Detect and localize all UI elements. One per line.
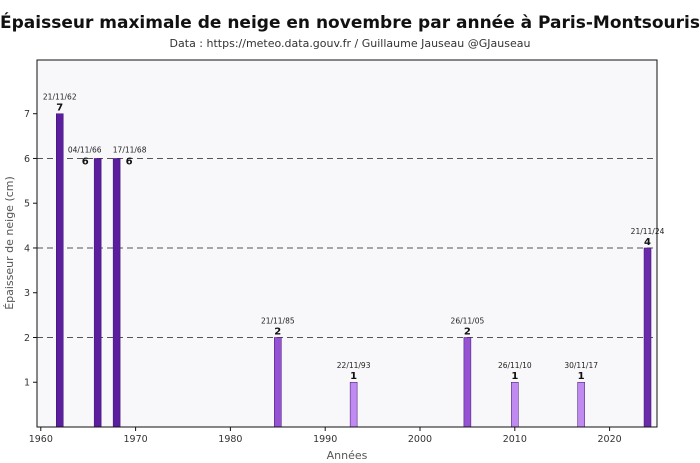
date-label: 21/11/85 [261, 316, 295, 325]
date-label: 26/11/05 [451, 316, 485, 325]
date-label: 17/11/68 [113, 145, 147, 154]
x-tick-label: 1990 [313, 434, 337, 445]
bar-2024 [643, 247, 652, 428]
y-tick-label: 5 [24, 199, 30, 210]
bar-2005 [463, 337, 472, 428]
value-label: 6 [82, 156, 89, 167]
value-label: 4 [644, 237, 651, 248]
bar-2010 [511, 381, 519, 428]
date-label: 30/11/17 [564, 361, 598, 370]
x-tick-label: 1980 [218, 434, 242, 445]
value-label: 1 [578, 371, 585, 382]
y-tick-label: 1 [24, 378, 30, 389]
x-tick-label: 1960 [29, 434, 53, 445]
value-label: 7 [56, 103, 63, 114]
date-label: 26/11/10 [498, 361, 532, 370]
x-axis-label: Années [327, 449, 368, 462]
x-tick-label: 2010 [503, 434, 527, 445]
chart-subtitle: Data : https://meteo.data.gouv.fr / Guil… [170, 37, 531, 50]
y-tick-label: 4 [24, 243, 30, 254]
bar-1962 [56, 113, 64, 428]
bar-1966 [93, 158, 102, 428]
plot-frame [36, 59, 658, 428]
x-tick-label: 2020 [598, 434, 622, 445]
date-label: 21/11/24 [631, 227, 665, 236]
bar-1993 [349, 381, 358, 428]
y-tick-label: 3 [24, 288, 30, 299]
date-label: 22/11/93 [337, 361, 371, 370]
value-label: 2 [274, 326, 281, 337]
bar-1968 [112, 158, 121, 428]
date-label: 21/11/62 [43, 93, 77, 102]
y-tick-label: 6 [24, 154, 30, 165]
value-label: 2 [464, 326, 471, 337]
bar-1985 [274, 337, 282, 428]
y-axis-label: Épaisseur de neige (cm) [3, 176, 16, 310]
date-label: 04/11/66 [68, 145, 102, 154]
chart-title: Épaisseur maximale de neige en novembre … [0, 11, 700, 33]
value-label: 1 [511, 371, 518, 382]
x-tick-label: 2000 [408, 434, 432, 445]
value-label: 1 [350, 371, 357, 382]
y-tick-label: 2 [24, 333, 30, 344]
plot-area [37, 60, 657, 427]
value-label: 6 [126, 156, 133, 167]
x-tick-label: 1970 [123, 434, 147, 445]
y-tick-label: 7 [24, 109, 30, 120]
bar-2017 [577, 381, 585, 428]
